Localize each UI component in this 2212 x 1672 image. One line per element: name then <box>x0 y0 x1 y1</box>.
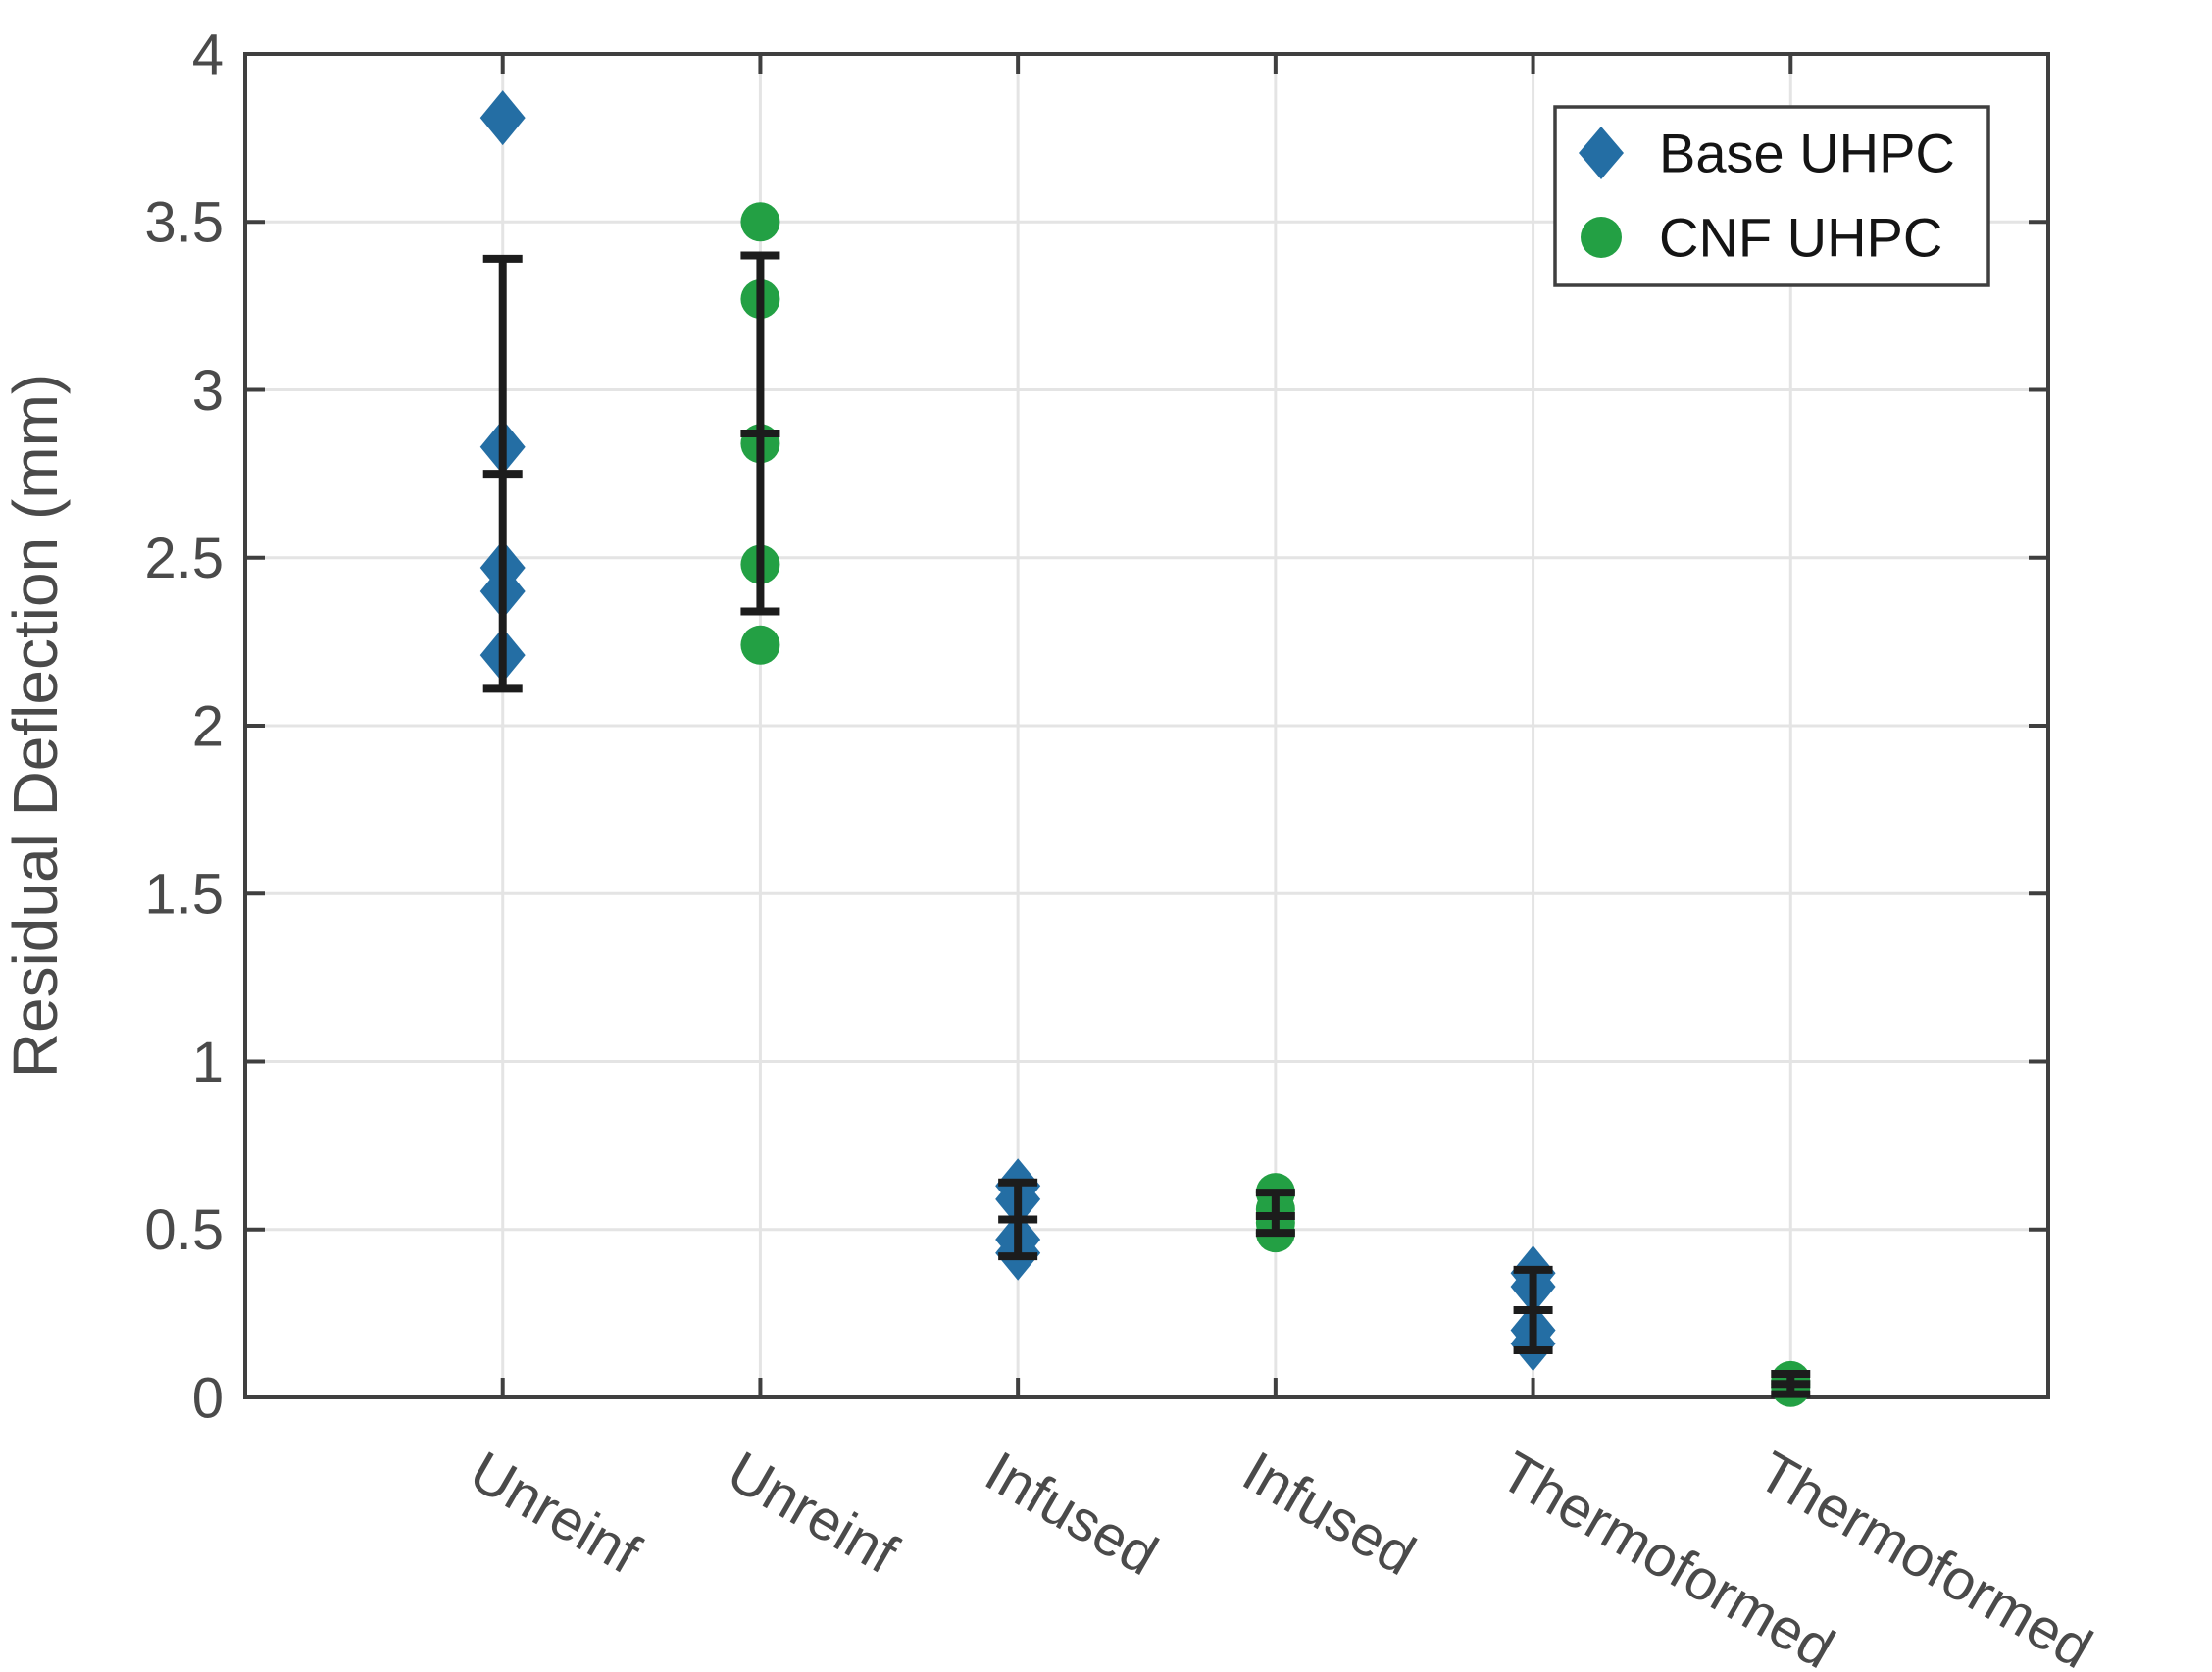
error-bar <box>998 1178 1038 1261</box>
error-bar <box>1255 1189 1295 1238</box>
legend: Base UHPC CNF UHPC <box>1553 105 1990 287</box>
y-tick-label: 0.5 <box>144 1198 224 1262</box>
x-category-label: Unreinf <box>717 1440 908 1587</box>
y-tick-label: 0 <box>192 1366 224 1430</box>
error-bar <box>482 254 523 693</box>
legend-marker-cnf-uhpc-circle-icon <box>1581 217 1622 258</box>
legend-label-cnf-uhpc: CNF UHPC <box>1659 207 1942 269</box>
grid-layer <box>245 54 2048 1397</box>
y-tick-label: 4 <box>192 23 224 86</box>
error-bar <box>1513 1265 1553 1355</box>
y-tick-label: 1.5 <box>144 863 224 927</box>
axes-layer <box>243 52 2050 1399</box>
errorbar-layer <box>482 251 1811 1398</box>
y-tick-label: 2 <box>192 694 224 758</box>
error-bar <box>1771 1370 1811 1398</box>
data-point-cnf-uhpc <box>740 625 780 665</box>
data-point-cnf-uhpc <box>740 202 780 242</box>
data-point-base-uhpc <box>479 90 526 146</box>
y-tick-label: 2.5 <box>144 527 224 590</box>
x-category-label: Infused <box>1232 1440 1426 1588</box>
y-tick-label: 1 <box>192 1031 224 1094</box>
legend-marker-base-uhpc-diamond-icon <box>1579 127 1624 179</box>
y-axis-label: Residual Deflection (mm) <box>0 374 71 1078</box>
legend-label-base-uhpc: Base UHPC <box>1659 123 1955 184</box>
x-category-label: Unreinf <box>460 1440 651 1587</box>
error-bar <box>740 251 780 616</box>
x-category-label: Infused <box>975 1440 1168 1588</box>
y-tick-label: 3.5 <box>144 191 224 255</box>
legend-box <box>1553 105 1990 287</box>
series-layer <box>479 90 1811 1407</box>
y-tick-label: 3 <box>192 359 224 423</box>
